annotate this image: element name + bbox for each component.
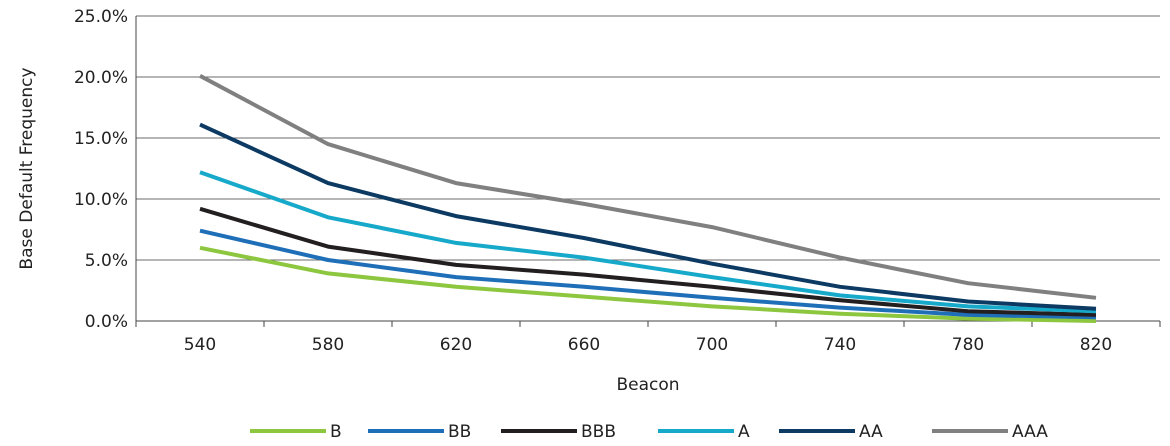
x-tick-label: 620 <box>440 335 472 355</box>
x-tick-label: 660 <box>568 335 600 355</box>
x-axis-title: Beacon <box>616 375 679 395</box>
series-line-bb <box>199 228 1097 320</box>
legend-label-aa: AA <box>859 422 883 442</box>
gridlines <box>136 15 1160 261</box>
x-tick-label: 740 <box>824 335 856 355</box>
y-axis-ticks: 0.0% 5.0% 10.0% 15.0% 20.0% 25.0% <box>74 7 128 332</box>
y-tick-label: 10.0% <box>74 190 128 210</box>
x-tick-label: 700 <box>696 335 728 355</box>
y-tick-label: 15.0% <box>74 129 128 149</box>
legend-label-a: A <box>738 422 750 442</box>
x-tick-label: 540 <box>184 335 216 355</box>
series-line-b <box>199 245 1097 323</box>
x-tick-label: 820 <box>1080 335 1112 355</box>
y-tick-label: 25.0% <box>74 7 128 27</box>
series-line-aa <box>199 122 1097 311</box>
series-line-a <box>199 170 1097 314</box>
legend-label-aaa: AAA <box>1012 422 1048 442</box>
y-tick-label: 20.0% <box>74 68 128 88</box>
y-tick-label: 0.0% <box>85 312 128 332</box>
series-line-aaa <box>199 74 1097 300</box>
y-axis-title: Base Default Frequency <box>17 67 37 269</box>
legend: B BB BBB A AA AAA <box>250 422 1048 442</box>
y-tick-label: 5.0% <box>85 251 128 271</box>
legend-label-b: B <box>330 422 342 442</box>
series-line-bbb <box>199 206 1097 317</box>
legend-label-bb: BB <box>448 422 471 442</box>
x-tick-label: 780 <box>952 335 984 355</box>
x-axis-ticks: 540 580 620 660 700 740 780 820 <box>184 335 1112 355</box>
legend-label-bbb: BBB <box>581 422 616 442</box>
series-lines <box>199 74 1097 323</box>
x-tick-label: 580 <box>312 335 344 355</box>
